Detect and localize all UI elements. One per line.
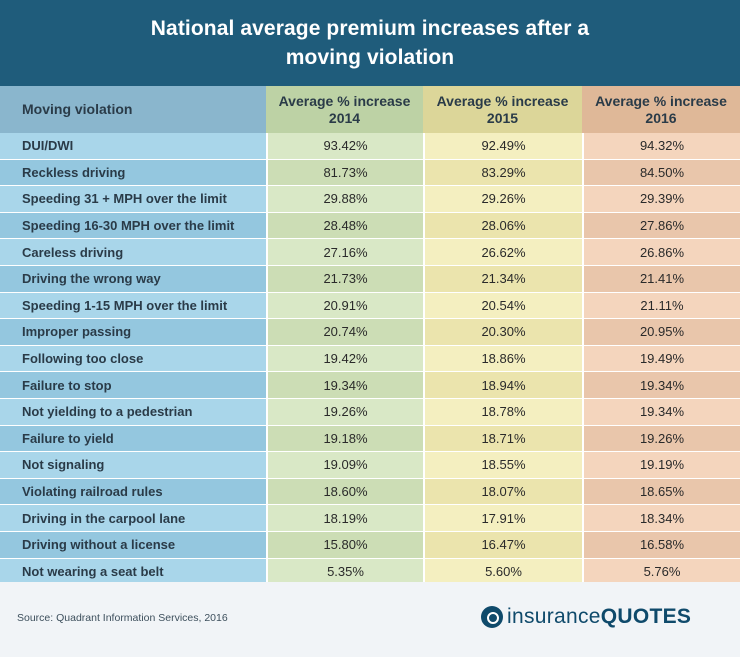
increase-2016-cell: 16.58% [582, 531, 740, 559]
increase-2016-cell: 27.86% [582, 212, 740, 240]
table-row: Driving in the carpool lane 18.19% 17.91% 1… [0, 505, 740, 532]
table-row: DUI/DWI 93.42% 92.49% 94.32% [0, 133, 740, 160]
column-header-violation: Moving violation [0, 86, 266, 133]
brand-wordmark-part1: insurance [507, 605, 601, 628]
increase-2015-cell: 26.62% [423, 239, 582, 266]
column-header-2016: Average % increase 2016 [582, 86, 740, 133]
violation-cell: Violating railroad rules [0, 478, 266, 506]
brand-logo: insuranceQUOTES [481, 604, 691, 630]
chart-header: National average premium increases after… [0, 0, 740, 86]
table-row: Violating railroad rules 18.60% 18.07% 18.6… [0, 478, 740, 506]
increase-2014-cell: 19.34% [266, 372, 423, 399]
increase-2015-cell: 29.26% [423, 186, 582, 213]
table-row: Speeding 1-15 MPH over the limit 20.91% 20… [0, 292, 740, 320]
increase-2015-cell: 18.55% [423, 452, 582, 479]
violation-cell: Driving the wrong way [0, 265, 266, 293]
brand-wordmark-part2: QUOTES [600, 605, 692, 628]
increase-2014-cell: 21.73% [266, 265, 423, 293]
increase-2015-cell: 17.91% [423, 505, 582, 532]
increase-2014-cell: 19.09% [266, 452, 423, 479]
increase-2016-cell: 20.95% [582, 319, 740, 346]
table-row: Following too close 19.42% 18.86% 19.49% [0, 345, 740, 373]
table-row: Driving without a license 15.80% 16.47% 16.… [0, 531, 740, 559]
violation-cell: Careless driving [0, 239, 266, 266]
increase-2015-cell: 18.07% [423, 478, 582, 506]
violation-cell: Driving in the carpool lane [0, 505, 266, 532]
column-header-2015: Average % increase 2015 [423, 86, 582, 133]
violation-cell: DUI/DWI [0, 133, 266, 160]
violation-cell: Not yielding to a pedestrian [0, 398, 266, 426]
increase-2014-cell: 20.91% [266, 292, 423, 320]
table-row: Driving the wrong way 21.73% 21.34% 21.41% [0, 265, 740, 293]
table-row: Not signaling 19.09% 18.55% 19.19% [0, 452, 740, 479]
increase-2015-cell: 18.78% [423, 398, 582, 426]
increase-2014-cell: 27.16% [266, 239, 423, 266]
increase-2016-cell: 19.34% [582, 372, 740, 399]
table-body: DUI/DWI 93.42% 92.49% 94.32% Reckless drivin… [0, 133, 740, 586]
increase-2014-cell: 15.80% [266, 531, 423, 559]
increase-2014-cell: 19.42% [266, 345, 423, 373]
table-header-row: Moving violation Average % increase 2014… [0, 86, 740, 133]
increase-2016-cell: 18.65% [582, 478, 740, 506]
increase-2014-cell: 19.18% [266, 425, 423, 453]
table-row: Not yielding to a pedestrian 19.26% 18.78%… [0, 398, 740, 426]
increase-2016-cell: 19.19% [582, 452, 740, 479]
increase-2015-cell: 18.71% [423, 425, 582, 453]
increase-2014-cell: 29.88% [266, 186, 423, 213]
increase-2014-cell: 20.74% [266, 319, 423, 346]
violation-cell: Speeding 31 + MPH over the limit [0, 186, 266, 213]
increase-2014-cell: 93.42% [266, 133, 423, 160]
increase-2015-cell: 18.94% [423, 372, 582, 399]
increase-2016-cell: 29.39% [582, 186, 740, 213]
violation-cell: Failure to stop [0, 372, 266, 399]
table-row: Failure to yield 19.18% 18.71% 19.26% [0, 425, 740, 453]
table-row: Improper passing 20.74% 20.30% 20.95% [0, 319, 740, 346]
increase-2015-cell: 16.47% [423, 531, 582, 559]
brand-wordmark: insuranceQUOTES [507, 604, 691, 630]
increase-2014-cell: 19.26% [266, 398, 423, 426]
footer: Source: Quadrant Information Services, 2… [0, 582, 740, 657]
increase-2016-cell: 94.32% [582, 133, 740, 160]
violation-cell: Reckless driving [0, 159, 266, 187]
increase-2015-cell: 18.86% [423, 345, 582, 373]
violation-cell: Improper passing [0, 319, 266, 346]
column-header-2014: Average % increase 2014 [266, 86, 423, 133]
increase-2016-cell: 18.34% [582, 505, 740, 532]
increase-2016-cell: 19.34% [582, 398, 740, 426]
increase-2015-cell: 92.49% [423, 133, 582, 160]
violation-cell: Speeding 1-15 MPH over the limit [0, 292, 266, 320]
increase-2016-cell: 21.41% [582, 265, 740, 293]
increase-2015-cell: 20.30% [423, 319, 582, 346]
increase-2016-cell: 84.50% [582, 159, 740, 187]
violation-cell: Speeding 16-30 MPH over the limit [0, 212, 266, 240]
increase-2015-cell: 21.34% [423, 265, 582, 293]
violation-cell: Failure to yield [0, 425, 266, 453]
increase-2014-cell: 28.48% [266, 212, 423, 240]
increase-2015-cell: 83.29% [423, 159, 582, 187]
increase-2014-cell: 5.35% [266, 558, 423, 586]
table-row: Reckless driving 81.73% 83.29% 84.50% [0, 159, 740, 187]
increase-2016-cell: 21.11% [582, 292, 740, 320]
insurancequotes-logo-icon [481, 606, 503, 628]
source-note: Source: Quadrant Information Services, 2… [17, 612, 228, 624]
increase-2015-cell: 28.06% [423, 212, 582, 240]
table-row: Careless driving 27.16% 26.62% 26.86% [0, 239, 740, 266]
chart-title: National average premium increases after… [150, 17, 590, 69]
increase-2016-cell: 19.49% [582, 345, 740, 373]
violation-cell: Following too close [0, 345, 266, 373]
table-row: Speeding 31 + MPH over the limit 29.88% 29… [0, 186, 740, 213]
increase-2016-cell: 26.86% [582, 239, 740, 266]
violation-cell: Not signaling [0, 452, 266, 479]
table-row: Speeding 16-30 MPH over the limit 28.48% 2… [0, 212, 740, 240]
table-row: Failure to stop 19.34% 18.94% 19.34% [0, 372, 740, 399]
premium-increase-table: Moving violation Average % increase 2014… [0, 86, 740, 586]
violation-cell: Driving without a license [0, 531, 266, 559]
increase-2015-cell: 20.54% [423, 292, 582, 320]
increase-2014-cell: 81.73% [266, 159, 423, 187]
increase-2014-cell: 18.19% [266, 505, 423, 532]
increase-2016-cell: 19.26% [582, 425, 740, 453]
increase-2014-cell: 18.60% [266, 478, 423, 506]
